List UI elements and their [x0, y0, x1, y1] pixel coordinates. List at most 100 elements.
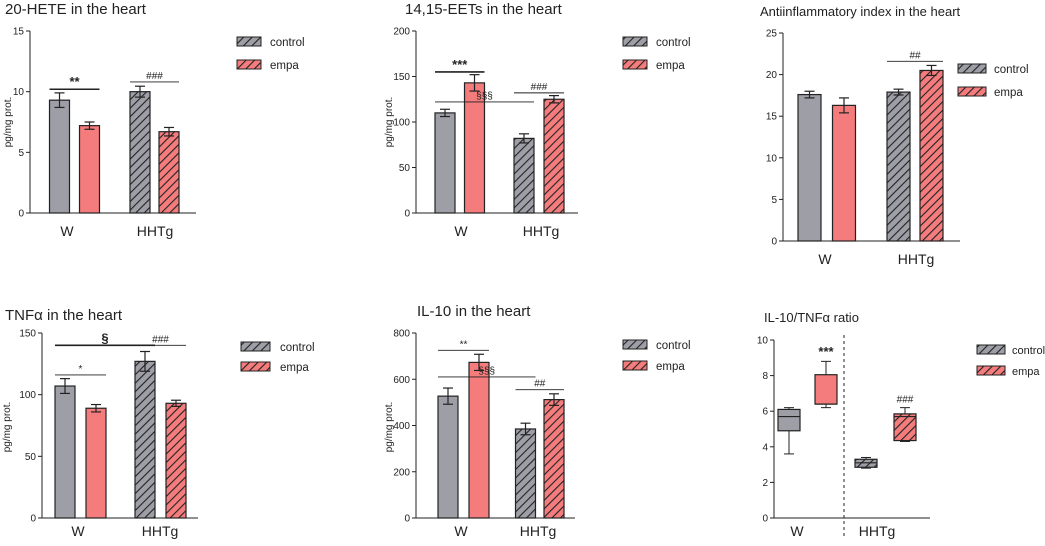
- legend: control empa: [622, 36, 691, 72]
- bar-w-empa: [85, 407, 107, 519]
- bar-hhtg-empa: [919, 69, 944, 242]
- y-tick-label: 800: [393, 329, 410, 340]
- bar-w-control: [54, 385, 76, 519]
- significance-label: ###: [146, 71, 163, 82]
- significance-label: ##: [909, 50, 921, 61]
- significance-label: ***: [452, 57, 468, 72]
- y-tick-label: 15: [13, 27, 25, 38]
- legend-label-empa: empa: [280, 362, 309, 374]
- chart-title: Antiinflammatory index in the heart: [760, 4, 961, 19]
- y-tick-label: 100: [393, 118, 410, 129]
- legend-label-control: control: [656, 37, 691, 49]
- bar-w-control: [434, 112, 456, 214]
- panel-20-hete: 20-HETE in the heart pg/mg prot. 0 5 10 15 *…: [3, 1, 305, 239]
- chart-title: IL-10/TNFα ratio: [764, 310, 859, 325]
- bar-hhtg-empa: [165, 402, 187, 519]
- y-tick-label: 100: [19, 390, 36, 401]
- bar-hhtg-empa: [543, 399, 565, 519]
- box-hhtg-empa: [893, 413, 917, 442]
- plot-area: 0 50 100 150 § * ###: [19, 329, 198, 525]
- legend: control empa: [236, 36, 305, 72]
- significance-label: ###: [897, 394, 914, 405]
- legend-label-empa: empa: [270, 60, 299, 72]
- plot-area: 0 5 10 15 ** ###: [13, 27, 196, 220]
- legend-label-empa: empa: [656, 60, 685, 72]
- legend-label-empa: empa: [1012, 366, 1040, 378]
- legend-label-control: control: [994, 64, 1029, 76]
- y-tick-label: 20: [766, 70, 778, 81]
- y-tick-label: 10: [13, 87, 25, 98]
- y-tick-label: 150: [19, 329, 36, 340]
- y-tick-label: 5: [18, 148, 24, 159]
- panel-il-10: IL-10 in the heart pg/mg prot. 0 200 400 60…: [384, 303, 691, 539]
- x-category-label: HHTg: [523, 223, 560, 239]
- plot-area: 0 200 400 600 800 ** §§§ ##: [393, 329, 575, 525]
- legend: control empa: [622, 339, 691, 373]
- chart-title: IL-10 in the heart: [417, 303, 531, 320]
- panel-il10-tnf-ratio: IL-10/TNFα ratio 0 2 4 6 8 10 *** ### W HHTg co…: [757, 310, 1045, 539]
- legend-label-control: control: [656, 340, 691, 352]
- y-axis-label: pg/mg prot.: [384, 97, 395, 148]
- y-tick-label: 5: [771, 195, 777, 206]
- y-tick-label: 50: [399, 163, 411, 174]
- y-tick-label: 6: [762, 407, 768, 418]
- y-tick-label: 200: [393, 467, 410, 478]
- y-tick-label: 0: [771, 237, 777, 248]
- significance-label: **: [69, 74, 80, 89]
- y-tick-label: 10: [757, 336, 769, 347]
- x-category-label: HHTg: [142, 523, 179, 539]
- legend-swatch-control: [622, 339, 648, 350]
- x-category-label: W: [454, 523, 468, 539]
- plot-area: 0 50 100 150 200 *** §§§ ###: [393, 27, 578, 220]
- legend-swatch-control: [976, 344, 1006, 355]
- y-axis-label: pg/mg prot.: [2, 402, 13, 453]
- significance-label: ##: [534, 379, 546, 390]
- chart-title: 14,15-EETs in the heart: [405, 1, 563, 18]
- bar-w-empa: [831, 104, 857, 242]
- plot-area: 0 5 10 15 20 25 ##: [766, 29, 960, 248]
- x-category-label: W: [60, 223, 74, 239]
- legend-swatch-empa: [236, 59, 262, 70]
- legend-swatch-empa: [622, 360, 648, 371]
- y-tick-label: 0: [404, 209, 410, 220]
- panel-antiinflammatory-index: Antiinflammatory index in the heart 0 5 10…: [760, 4, 1029, 267]
- significance-label: §§§: [476, 91, 493, 102]
- significance-label: *: [79, 364, 83, 375]
- y-tick-label: 4: [762, 442, 768, 453]
- y-axis-label: pg/mg prot.: [3, 97, 14, 148]
- bar-hhtg-empa: [158, 131, 180, 214]
- x-category-label: HHTg: [520, 523, 557, 539]
- legend-swatch-control: [236, 36, 262, 47]
- bar-hhtg-control: [886, 91, 911, 242]
- legend: control empa: [957, 63, 1029, 99]
- y-tick-label: 8: [762, 371, 768, 382]
- x-category-label: W: [790, 523, 804, 539]
- legend-swatch-empa: [957, 86, 987, 97]
- legend-label-control: control: [280, 342, 315, 354]
- y-axis-label: pg/mg prot.: [384, 402, 395, 453]
- bar-w-control: [437, 395, 459, 519]
- y-tick-label: 10: [766, 153, 778, 164]
- legend-swatch-control: [622, 36, 648, 47]
- legend-swatch-control: [240, 341, 271, 352]
- significance-label: ###: [531, 82, 548, 93]
- bar-hhtg-control: [513, 137, 535, 214]
- legend-swatch-empa: [976, 365, 1006, 376]
- y-tick-label: 50: [25, 452, 37, 463]
- legend-label-control: control: [270, 37, 305, 49]
- x-category-label: W: [454, 223, 468, 239]
- bar-hhtg-control: [514, 428, 537, 519]
- x-category-label: HHTg: [898, 251, 935, 267]
- y-tick-label: 600: [393, 375, 410, 386]
- significance-label: **: [460, 339, 468, 350]
- x-category-label: W: [818, 251, 832, 267]
- box-w-empa: [814, 374, 838, 405]
- plot-area: 0 2 4 6 8 10 *** ###: [757, 335, 930, 538]
- bar-hhtg-empa: [543, 98, 565, 214]
- y-tick-label: 0: [762, 514, 768, 525]
- y-tick-label: 0: [18, 209, 24, 220]
- legend-label-empa: empa: [994, 87, 1023, 99]
- box-w-control: [777, 408, 801, 432]
- legend: control empa: [240, 341, 315, 374]
